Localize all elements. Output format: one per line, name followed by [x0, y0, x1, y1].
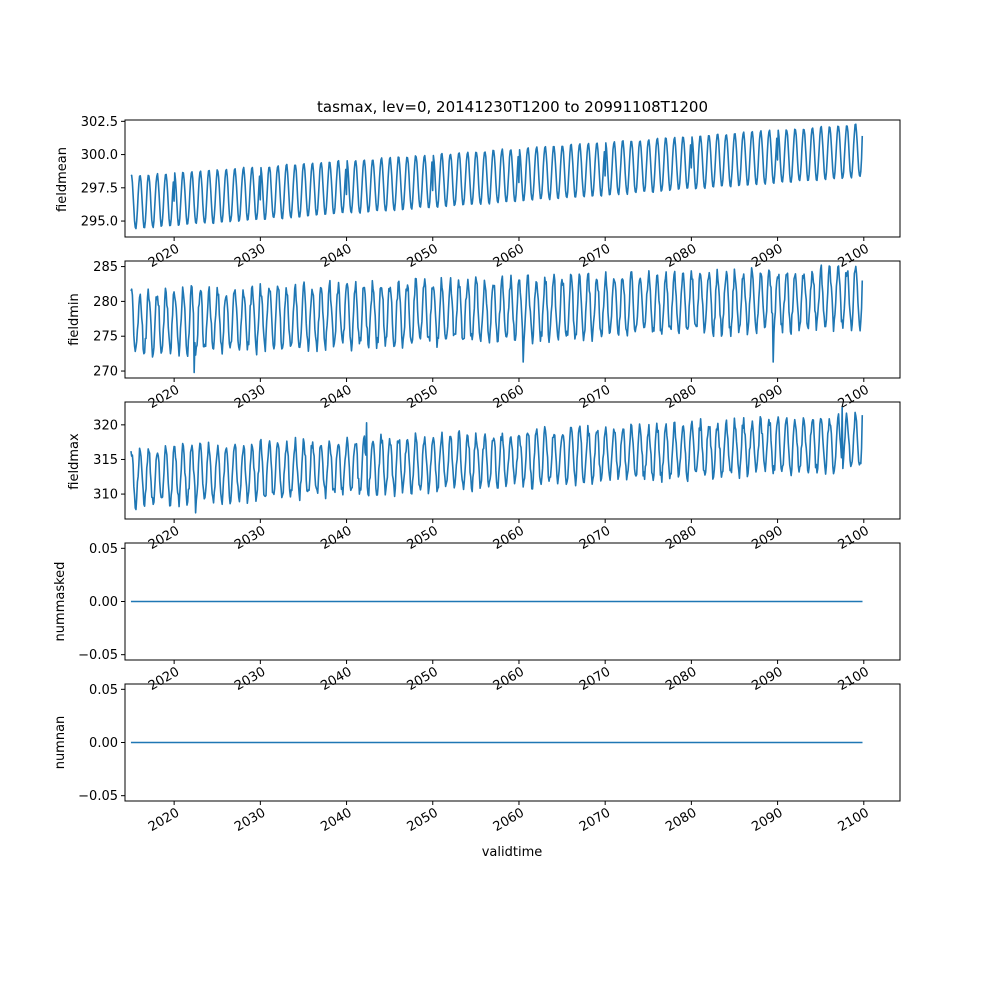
xlabel-validtime: validtime: [482, 845, 543, 860]
y-tick-label: 285: [93, 260, 118, 275]
ylabel-nummasked: nummasked: [53, 562, 68, 642]
series-line-fieldmean: [130, 123, 864, 230]
y-tick-label: 320: [93, 418, 118, 433]
y-tick-label: 270: [93, 365, 118, 380]
y-tick-label: 310: [93, 488, 118, 503]
y-tick-label: 0.00: [89, 595, 118, 610]
y-tick-label: 0.00: [89, 736, 118, 751]
series-line-fieldmin: [130, 264, 864, 374]
y-tick-label: −0.05: [78, 789, 118, 804]
ylabel-fieldmin: fieldmin: [67, 293, 82, 346]
y-tick-label: 302.5: [81, 115, 118, 130]
axes-frame-fieldmean: [124, 119, 901, 238]
axes-frame-fieldmax: [124, 401, 901, 520]
axes-frame-fieldmin: [124, 260, 901, 379]
series-line-fieldmax: [130, 406, 864, 514]
ylabel-fieldmean: fieldmean: [55, 147, 70, 212]
y-tick-label: −0.05: [78, 648, 118, 663]
panel-fieldmean: tasmax, lev=0, 20141230T1200 to 20991108…: [55, 98, 901, 271]
y-tick-label: 275: [93, 330, 118, 345]
ylabel-fieldmax: fieldmax: [67, 433, 82, 490]
y-tick-label: 297.5: [81, 181, 118, 196]
y-tick-label: 300.0: [81, 148, 118, 163]
y-tick-label: 295.0: [81, 215, 118, 230]
chart-title: tasmax, lev=0, 20141230T1200 to 20991108…: [317, 98, 708, 116]
y-tick-label: 0.05: [89, 683, 118, 698]
y-tick-label: 280: [93, 295, 118, 310]
y-tick-label: 0.05: [89, 542, 118, 557]
ylabel-numnan: numnan: [53, 716, 68, 770]
y-tick-label: 315: [93, 453, 118, 468]
